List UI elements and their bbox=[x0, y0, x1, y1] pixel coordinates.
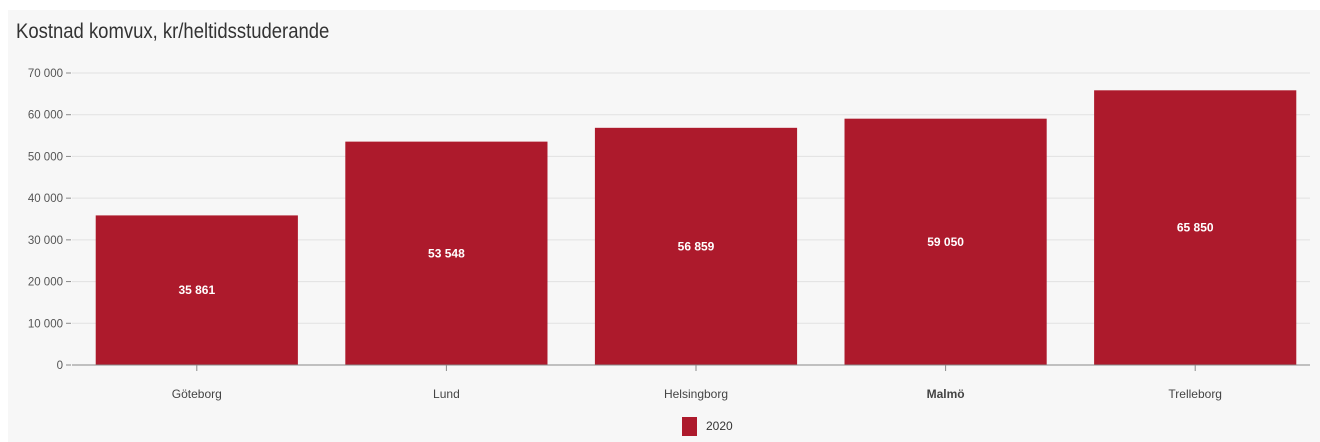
bars: 35 861 53 548 56 859 59 050 65 850 bbox=[95, 90, 1297, 365]
legend-swatch[interactable] bbox=[682, 417, 697, 436]
data-label: 59 050 bbox=[927, 235, 964, 249]
data-label: 53 548 bbox=[428, 246, 465, 260]
category-label: Malmö bbox=[927, 387, 965, 401]
legend-label[interactable]: 2020 bbox=[706, 419, 733, 433]
y-tick-label: 10 000 bbox=[28, 318, 63, 330]
y-tick-label: 60 000 bbox=[28, 110, 63, 122]
y-tick-label: 40 000 bbox=[28, 193, 63, 205]
y-tick-label: 70 000 bbox=[28, 68, 63, 80]
category-label: Lund bbox=[433, 387, 460, 401]
bar[interactable] bbox=[345, 141, 548, 365]
bar[interactable] bbox=[594, 127, 798, 365]
chart-title: Kostnad komvux, kr/heltidsstuderande bbox=[16, 20, 330, 43]
data-label: 35 861 bbox=[178, 283, 215, 297]
category-label: Helsingborg bbox=[664, 387, 728, 401]
bar[interactable] bbox=[844, 118, 1047, 365]
x-axis: Göteborg Lund Helsingborg Malmö Trelleborg bbox=[172, 365, 1222, 401]
bar[interactable] bbox=[1094, 90, 1297, 365]
y-tick-label: 0 bbox=[57, 360, 63, 372]
y-tick-label: 20 000 bbox=[28, 277, 63, 289]
y-tick-label: 50 000 bbox=[28, 151, 63, 163]
y-axis: 0 10 000 20 000 30 000 40 000 50 000 60 000 70 … bbox=[28, 68, 71, 372]
y-tick-label: 30 000 bbox=[28, 235, 63, 247]
data-label: 56 859 bbox=[678, 239, 715, 253]
category-label: Trelleborg bbox=[1168, 387, 1222, 401]
data-label: 65 850 bbox=[1177, 221, 1214, 235]
category-label: Göteborg bbox=[172, 387, 222, 401]
bar[interactable] bbox=[95, 215, 298, 365]
